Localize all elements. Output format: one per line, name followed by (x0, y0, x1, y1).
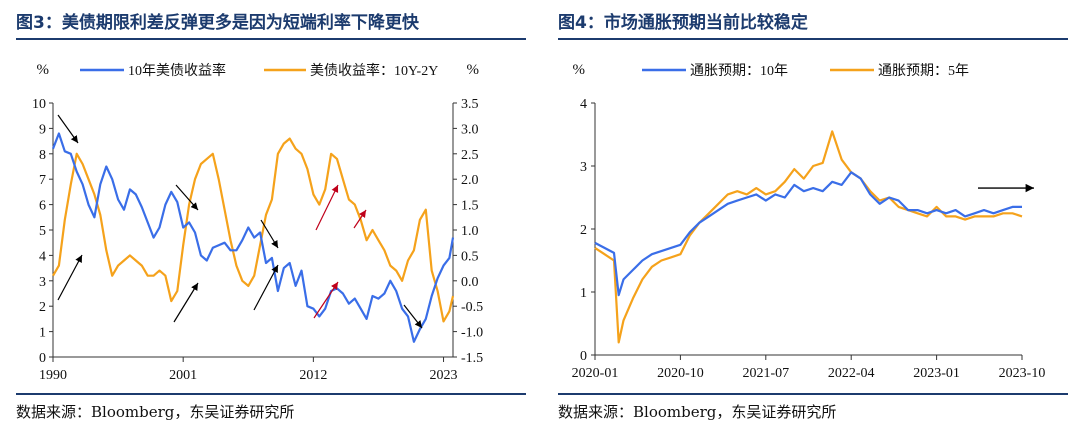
chart-panel-yield-spread: 图3：美债期限利差反弹更多是因为短端利率下降更快 0 1 2 3 4 5 6 7 8 9 10 -1.… (16, 0, 536, 430)
inflation-expectation-chart: 0 1 2 3 4 2020-01 2020-10 2021-07 2022-04 2023-01… (572, 62, 1046, 381)
series-line-5y (594, 130, 1023, 344)
bottom-rule (558, 393, 1068, 395)
figure-title-3: 图3：美债期限利差反弹更多是因为短端利率下降更快 (16, 13, 419, 33)
x-tick-label: 2012 (299, 368, 327, 383)
y-tick-label-left: 8 (39, 148, 46, 163)
legend-label: 通胀预期：10年 (690, 63, 788, 79)
x-tick-label: 1990 (39, 368, 67, 383)
x-tick-label: 2001 (169, 368, 197, 383)
y-tick-label: 2 (580, 223, 587, 238)
y-tick-label-left: 7 (39, 173, 46, 188)
y-tick-label-left: 10 (32, 97, 46, 112)
y-tick-label-left: 0 (39, 351, 46, 366)
y-tick-label-right: 1.0 (461, 224, 479, 239)
x-tick-label: 2021-07 (742, 366, 789, 381)
legend-label: 10年美债收益率 (128, 62, 226, 79)
annotation-arrow (260, 219, 279, 249)
x-tick-label: 2022-04 (828, 366, 875, 381)
chart-panel-inflation-expectations: 图4：市场通胀预期当前比较稳定 0 1 2 3 4 2020-01 2020-10 2021-… (558, 0, 1078, 430)
x-tick-label: 2020-10 (657, 366, 704, 381)
legend-label: 美债收益率：10Y-2Y (310, 62, 438, 79)
annotation-arrow (57, 254, 83, 301)
title-rule (16, 38, 526, 40)
annotation-arrow-red (353, 209, 367, 229)
y-tick-label-left: 2 (39, 300, 46, 315)
annotation-arrow (403, 304, 423, 329)
y-tick-label-right: 1.5 (461, 199, 479, 214)
x-tick-label: 2023-10 (999, 366, 1046, 381)
x-tick-label: 2020-01 (572, 366, 619, 381)
y-tick-label: 4 (580, 97, 587, 112)
y-tick-label-right: 0.0 (461, 275, 479, 290)
y-tick-label-right: 3.5 (461, 97, 479, 112)
y-unit-right: % (467, 62, 480, 78)
source-note: 数据来源：Bloomberg，东吴证券研究所 (16, 403, 295, 421)
source-note: 数据来源：Bloomberg，东吴证券研究所 (558, 403, 837, 421)
yield-spread-chart: 0 1 2 3 4 5 6 7 8 9 10 -1.5 -1.0 -0.5 0.0 0.5 1.0 1.5 2.0 2… (32, 62, 483, 383)
y-tick-label-left: 3 (39, 275, 46, 290)
title-rule (558, 38, 1068, 40)
x-tick-label: 2023-01 (913, 366, 960, 381)
y-tick-label: 0 (580, 349, 587, 364)
y-tick-label-right: -0.5 (461, 300, 483, 315)
y-tick-label-left: 1 (39, 326, 46, 341)
y-unit-left: % (37, 62, 50, 78)
series-line-spread (52, 137, 455, 323)
figure-title-4: 图4：市场通胀预期当前比较稳定 (558, 13, 808, 33)
annotation-arrow (175, 184, 199, 211)
y-tick-label-right: -1.0 (461, 326, 483, 341)
annotation-arrow-red (313, 281, 339, 319)
bottom-rule (16, 393, 526, 395)
x-tick-label: 2023 (430, 368, 458, 383)
series-line-10y-yield (51, 132, 455, 343)
y-tick-label-left: 4 (39, 249, 46, 264)
annotation-arrow (253, 264, 279, 311)
legend-label: 通胀预期：5年 (878, 63, 969, 79)
annotation-arrow (173, 282, 199, 323)
annotation-arrow (57, 114, 79, 144)
series-line-10y (594, 171, 1022, 297)
y-tick-label-right: 3.0 (461, 122, 479, 137)
y-tick-label-right: 0.5 (461, 249, 479, 264)
y-tick-label-left: 9 (39, 122, 46, 137)
y-tick-label-left: 5 (39, 224, 46, 239)
y-tick-label-left: 6 (39, 199, 46, 214)
annotation-arrow-red (315, 184, 339, 231)
y-unit: % (573, 62, 586, 78)
y-tick-label: 1 (580, 286, 587, 301)
y-tick-label-right: -1.5 (461, 351, 483, 366)
y-tick-label: 3 (580, 160, 587, 175)
y-tick-label-right: 2.0 (461, 173, 479, 188)
y-tick-label-right: 2.5 (461, 148, 479, 163)
